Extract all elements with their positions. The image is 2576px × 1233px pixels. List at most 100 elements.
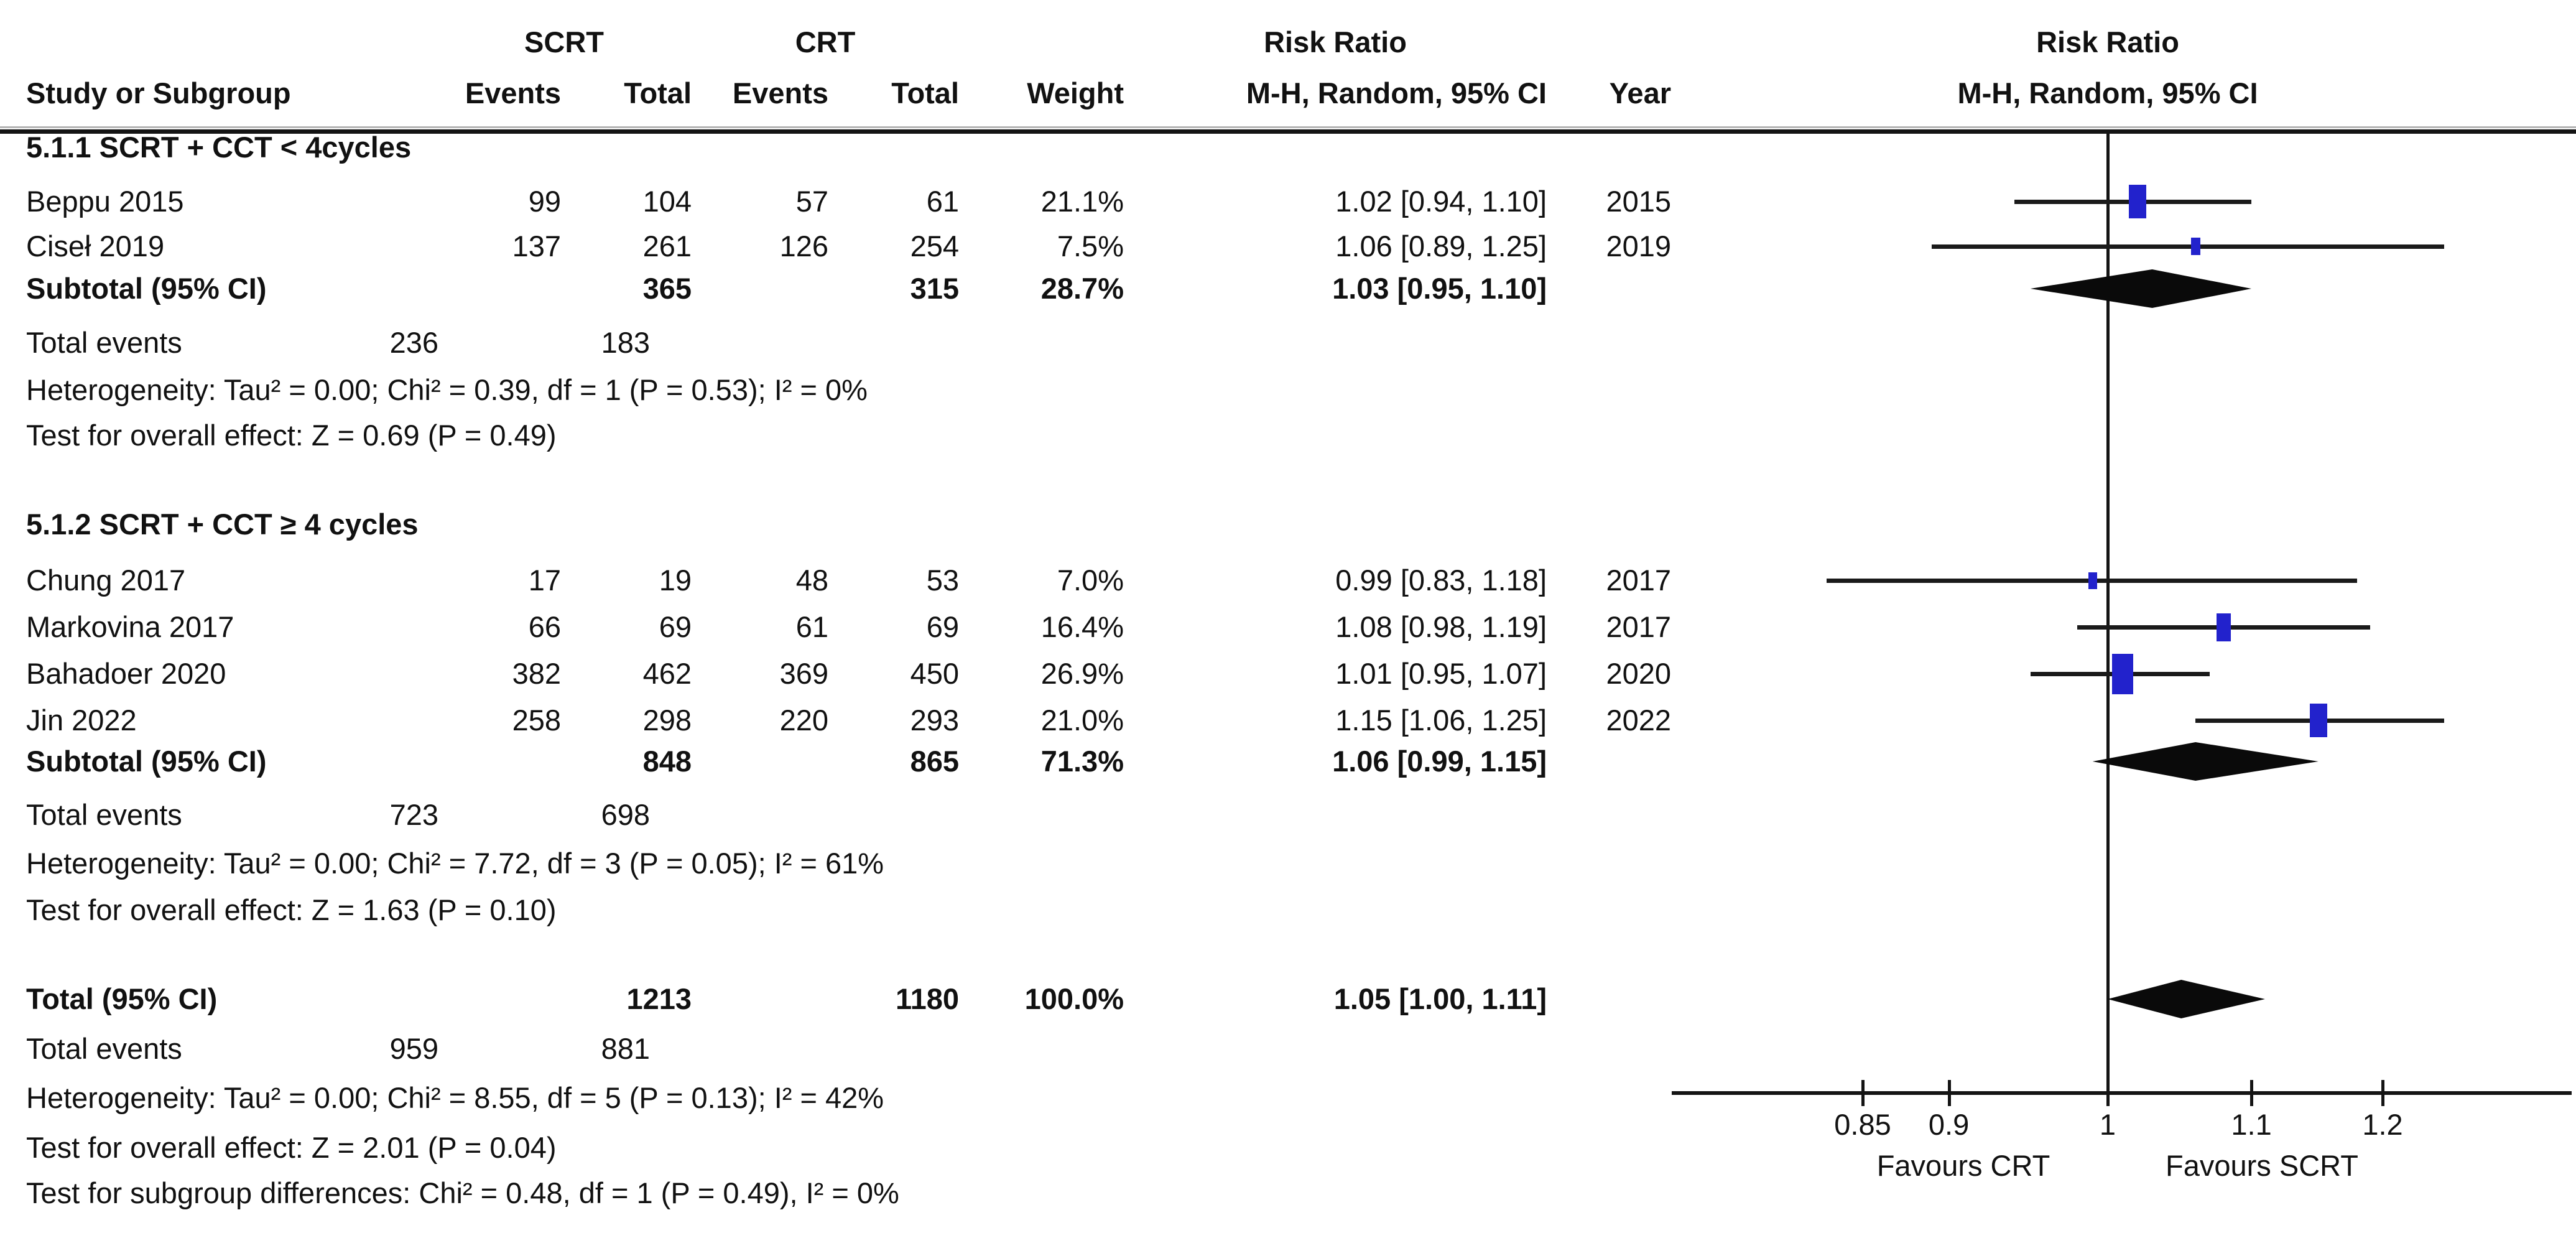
study-row: Chung 2017 17 19 48 53 7.0% 0.99 [0.83, 1.18] 2… (0, 557, 1680, 603)
weight-subtotal-value: 71.3% (1040, 745, 1124, 778)
total-events-row: Total events 959 881 (0, 1026, 1680, 1072)
study-name: Bahadoer 2020 (26, 657, 226, 690)
subgroup-title-row: 5.1.1 SCRT + CCT < 4cycles (0, 124, 1680, 170)
total-events-label: Total events (26, 1032, 182, 1065)
study-row: Beppu 2015 99 104 57 61 21.1% 1.02 [0.94, 1.10… (0, 179, 1680, 225)
crt-total-value: 53 (926, 564, 959, 597)
crt-total-value: 293 (910, 704, 959, 737)
heterogeneity-text: Heterogeneity: Tau² = 0.00; Chi² = 7.72,… (26, 847, 884, 880)
scrt-events-value: 258 (512, 704, 561, 737)
weight-subtotal-value: 28.7% (1040, 272, 1124, 305)
total-events-label: Total events (26, 326, 182, 359)
subgroup-title: 5.1.1 SCRT + CCT < 4cycles (26, 131, 412, 164)
weight-value: 16.4% (1040, 610, 1124, 643)
favours-right-label: Favours SCRT (2166, 1149, 2358, 1182)
weight-value: 21.1% (1040, 185, 1124, 218)
total-diamond (2108, 980, 2265, 1018)
risk-ratio-ci-subtotal-value: 1.06 [0.99, 1.15] (1332, 745, 1547, 778)
study-name: Markovina 2017 (26, 610, 234, 643)
year-value: 2020 (1606, 657, 1671, 690)
crt-total-events-value: 881 (601, 1032, 650, 1065)
plot-header-riskratio-line2: M-H, Random, 95% CI (1957, 77, 2258, 109)
effect-square (2129, 185, 2146, 218)
year-value: 2022 (1606, 704, 1671, 737)
risk-ratio-ci-subtotal-value: 1.03 [0.95, 1.10] (1332, 272, 1547, 305)
subgroup-title: 5.1.2 SCRT + CCT ≥ 4 cycles (26, 508, 419, 541)
risk-ratio-ci-value: 1.15 [1.06, 1.25] (1335, 704, 1547, 737)
weight-total-value: 100.0% (1024, 982, 1124, 1015)
crt-grand-total-value: 1180 (896, 982, 959, 1015)
subtotal-diamond (2030, 269, 2252, 308)
study-name: Beppu 2015 (26, 185, 184, 218)
scrt-total-value: 69 (659, 610, 692, 643)
statistics-row: Test for overall effect: Z = 1.63 (P = 0… (0, 887, 1680, 933)
scrt-grand-total-value: 1213 (626, 982, 692, 1015)
column-header-weight: Weight (1027, 77, 1124, 109)
axis-tick (2106, 1080, 2110, 1106)
header-separator (0, 126, 2576, 134)
effect-square (2112, 654, 2133, 694)
total-label: Total (95% CI) (26, 982, 218, 1015)
scrt-subtotal-value: 365 (642, 272, 692, 305)
statistics-row: Heterogeneity: Tau² = 0.00; Chi² = 8.55,… (0, 1075, 1680, 1121)
scrt-events-value: 17 (528, 564, 561, 597)
subgroup-title-row: 5.1.2 SCRT + CCT ≥ 4 cycles (0, 501, 1680, 547)
scrt-events-value: 382 (512, 657, 561, 690)
axis-tick (2381, 1080, 2384, 1106)
risk-ratio-ci-value: 1.01 [0.95, 1.07] (1335, 657, 1547, 690)
column-header-group-crt: CRT (795, 26, 856, 58)
study-name: Ciseł 2019 (26, 230, 165, 263)
year-value: 2017 (1606, 564, 1671, 597)
year-value: 2017 (1606, 610, 1671, 643)
subtotal-label: Subtotal (95% CI) (26, 272, 267, 305)
year-value: 2015 (1606, 185, 1671, 218)
subtotal-diamond (2092, 742, 2319, 781)
crt-events-value: 57 (795, 185, 828, 218)
risk-ratio-ci-value: 1.08 [0.98, 1.19] (1335, 610, 1547, 643)
total-row: Total (95% CI) 1213 1180 100.0% 1.05 [1.00, … (0, 976, 1680, 1022)
crt-total-value: 254 (910, 230, 959, 263)
crt-events-value: 220 (779, 704, 828, 737)
total-events-row: Total events 723 698 (0, 792, 1680, 838)
scrt-subtotal-value: 848 (642, 745, 692, 778)
column-header-riskratio-line1: Risk Ratio (1264, 26, 1407, 58)
risk-ratio-ci-total-value: 1.05 [1.00, 1.11] (1333, 982, 1547, 1015)
column-header-crt-events: Events (732, 77, 828, 109)
favours-left-label: Favours CRT (1876, 1149, 2050, 1182)
subtotal-row: Subtotal (95% CI) 365 315 28.7% 1.03 [0.95, … (0, 266, 1680, 312)
crt-total-value: 450 (910, 657, 959, 690)
year-value: 2019 (1606, 230, 1671, 263)
axis-tick-label: 0.9 (1928, 1108, 1970, 1141)
study-name: Chung 2017 (26, 564, 186, 597)
axis-tick (1861, 1080, 1865, 1106)
column-header-study: Study or Subgroup (26, 77, 291, 109)
axis-tick-label: 0.85 (1834, 1108, 1891, 1141)
axis-tick (2250, 1080, 2254, 1106)
weight-value: 7.0% (1057, 564, 1124, 597)
study-name: Jin 2022 (26, 704, 137, 737)
overall-effect-text: Test for overall effect: Z = 2.01 (P = 0… (26, 1131, 557, 1164)
null-effect-line (2106, 134, 2110, 1095)
study-row: Ciseł 2019 137 261 126 254 7.5% 1.06 [0.89, 1.… (0, 223, 1680, 269)
total-events-row: Total events 236 183 (0, 320, 1680, 366)
ci-line (1932, 244, 2444, 249)
study-row: Bahadoer 2020 382 462 369 450 26.9% 1.01 [0.95… (0, 651, 1680, 697)
scrt-total-events-value: 959 (389, 1032, 438, 1065)
plot-header-riskratio-line1: Risk Ratio (2036, 26, 2179, 58)
scrt-total-value: 462 (642, 657, 692, 690)
study-row: Markovina 2017 66 69 61 69 16.4% 1.08 [0.98, 1… (0, 604, 1680, 650)
statistics-row: Test for subgroup differences: Chi² = 0.… (0, 1170, 1680, 1216)
study-row: Jin 2022 258 298 220 293 21.0% 1.15 [1.06, 1.2… (0, 697, 1680, 743)
scrt-events-value: 137 (512, 230, 561, 263)
overall-effect-text: Test for overall effect: Z = 0.69 (P = 0… (26, 419, 557, 452)
statistics-row: Test for overall effect: Z = 2.01 (P = 0… (0, 1125, 1680, 1171)
statistics-row: Heterogeneity: Tau² = 0.00; Chi² = 7.72,… (0, 840, 1680, 886)
crt-total-events-value: 698 (601, 798, 650, 831)
column-header-group-scrt: SCRT (524, 26, 604, 58)
scrt-events-value: 66 (528, 610, 561, 643)
overall-effect-text: Test for overall effect: Z = 1.63 (P = 0… (26, 893, 557, 926)
crt-events-value: 126 (779, 230, 828, 263)
column-header-year: Year (1609, 77, 1671, 109)
subgroup-differences-text: Test for subgroup differences: Chi² = 0.… (26, 1176, 899, 1209)
